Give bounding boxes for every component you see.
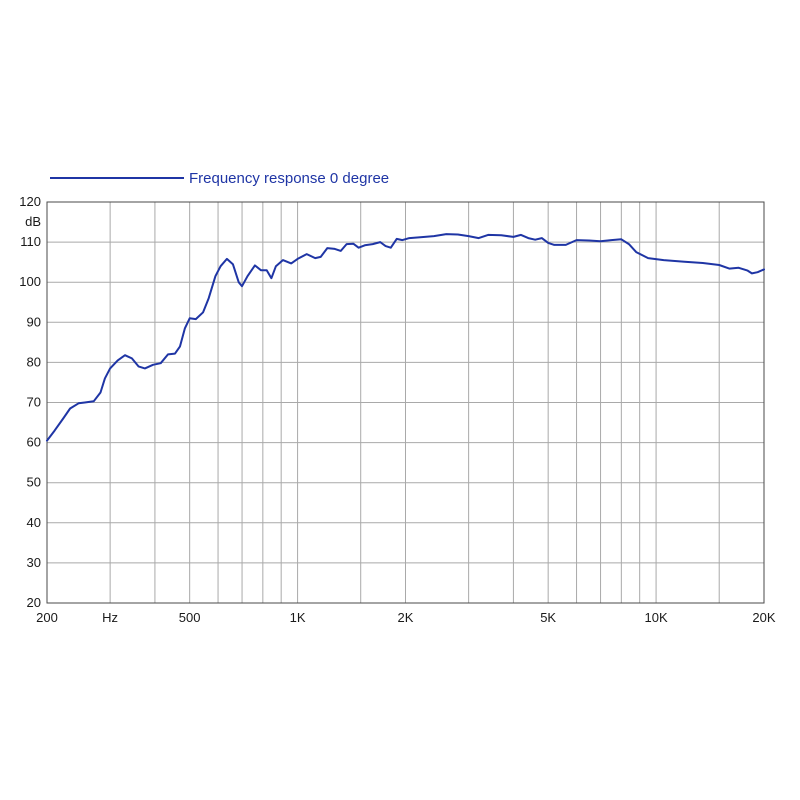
x-tick-label: 5K xyxy=(540,610,556,625)
y-axis-ticks: 20 30 40 50 60 70 80 90 100 110 120 xyxy=(19,194,41,610)
plot-frame xyxy=(46,201,765,604)
y-tick-label: 20 xyxy=(27,595,41,610)
y-axis-unit-label: dB xyxy=(25,214,41,229)
x-tick-label: 500 xyxy=(179,610,201,625)
series-layer xyxy=(46,233,765,442)
x-tick-label: 20K xyxy=(752,610,775,625)
y-tick-label: 90 xyxy=(27,314,41,329)
x-tick-label: 2K xyxy=(398,610,414,625)
y-tick-label: 50 xyxy=(27,475,41,490)
x-tick-label: 200 xyxy=(36,610,58,625)
y-tick-label: 110 xyxy=(20,234,41,249)
y-tick-label: 100 xyxy=(19,274,41,289)
y-tick-label: 70 xyxy=(27,395,41,410)
x-tick-label: 1K xyxy=(290,610,306,625)
y-tick-label: 80 xyxy=(27,354,41,369)
x-tick-label: Hz xyxy=(102,610,118,625)
y-tick-label: 60 xyxy=(27,435,41,450)
grid xyxy=(47,201,764,604)
y-tick-label: 120 xyxy=(19,194,41,209)
series-line xyxy=(46,233,765,442)
legend-label: Frequency response 0 degree xyxy=(189,170,389,187)
x-tick-label: 10K xyxy=(645,610,668,625)
y-tick-label: 30 xyxy=(27,555,41,570)
y-tick-label: 40 xyxy=(27,515,41,530)
legend: Frequency response 0 degree xyxy=(50,170,389,187)
x-axis-ticks: 200 Hz 500 1K 2K 5K 10K 20K xyxy=(36,610,776,625)
